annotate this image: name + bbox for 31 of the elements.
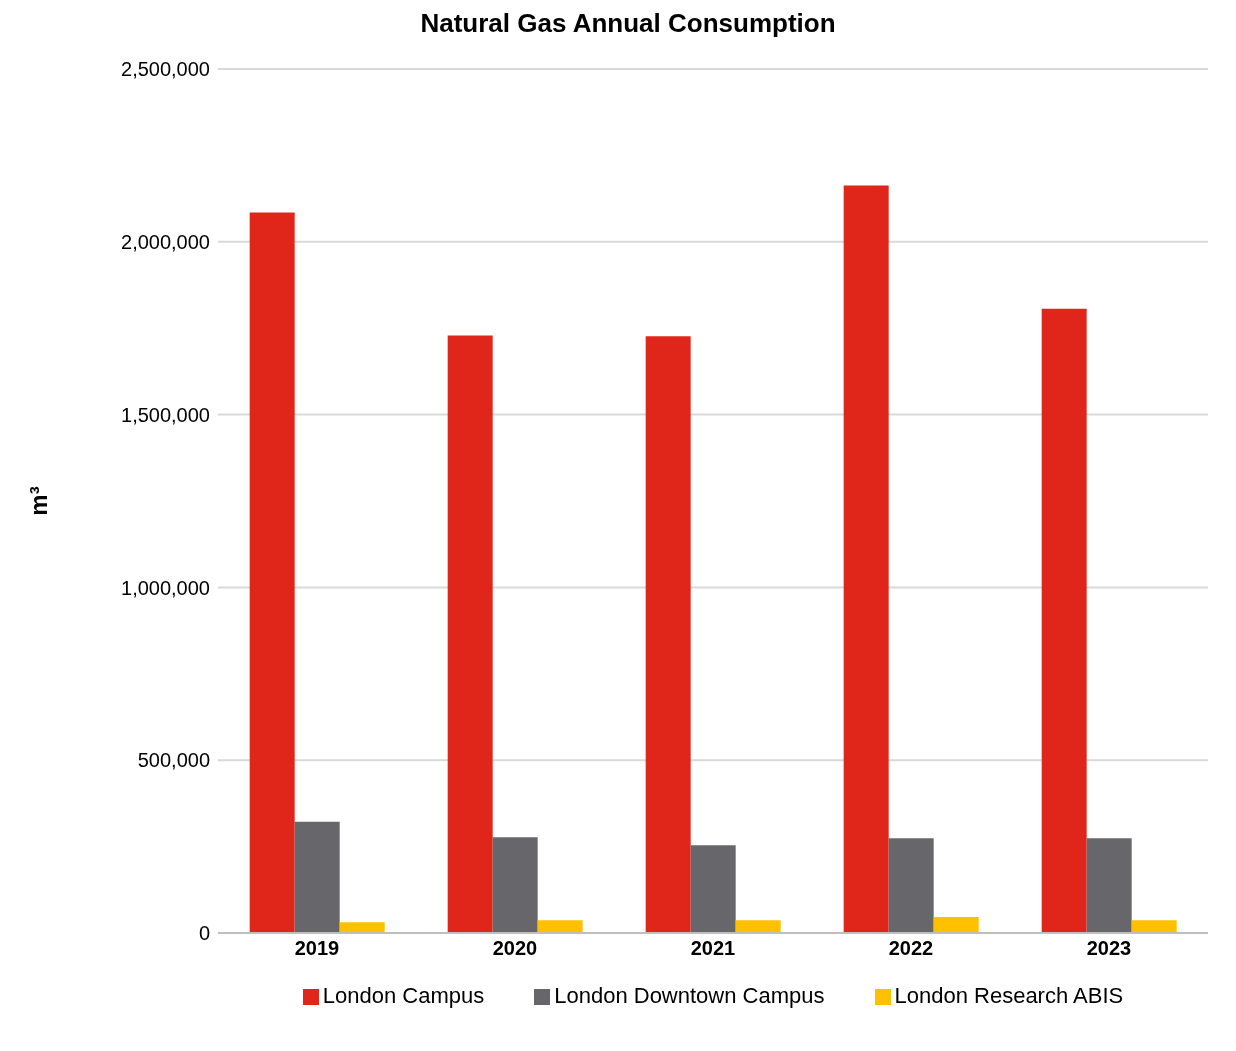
bar [735, 920, 781, 933]
bar [843, 185, 889, 933]
legend-label: London Downtown Campus [554, 983, 825, 1008]
x-tick-label: 2019 [294, 937, 340, 960]
x-tick-label: 2020 [492, 937, 538, 960]
bar [249, 212, 295, 933]
legend-label: London Campus [322, 983, 485, 1008]
y-axis-title: m³ [24, 486, 52, 516]
bar [537, 920, 583, 933]
x-tick-label: 2022 [888, 937, 934, 960]
bar [888, 838, 934, 933]
x-tick-label: 2021 [690, 937, 736, 960]
chart-title: Natural Gas Annual Consumption [419, 8, 837, 39]
y-tick-label: 2,000,000 [121, 230, 210, 253]
y-tick-label: 500,000 [137, 749, 210, 772]
bar [339, 922, 385, 933]
y-tick-label: 1,500,000 [121, 403, 210, 426]
x-tick-label: 2023 [1086, 937, 1132, 960]
bar [645, 336, 691, 933]
bar [1041, 308, 1087, 933]
bar [933, 917, 979, 933]
bar [492, 837, 538, 933]
bar [1086, 838, 1132, 933]
y-tick-label: 2,500,000 [121, 58, 210, 81]
y-tick-label: 0 [198, 922, 210, 945]
bar [690, 845, 736, 933]
legend-label: London Research ABIS [894, 983, 1124, 1008]
bar [447, 335, 493, 933]
y-tick-label: 1,000,000 [121, 576, 210, 599]
bar [294, 821, 340, 933]
bar [1131, 920, 1177, 933]
